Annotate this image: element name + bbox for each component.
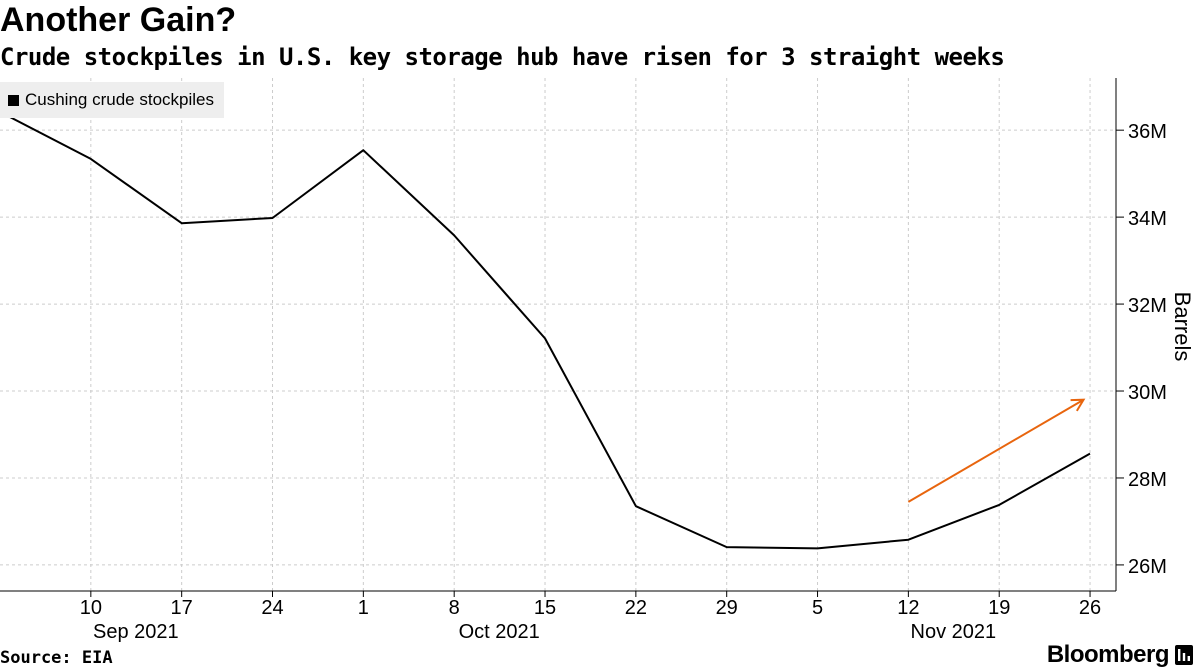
y-tick-label: 28M <box>1128 469 1167 491</box>
x-tick-label: 22 <box>625 597 647 619</box>
trend-arrow-shaft <box>907 398 1085 503</box>
y-tick-label: 34M <box>1128 208 1167 230</box>
data-point <box>89 157 93 161</box>
x-tick-label: 5 <box>812 597 823 619</box>
x-tick-label: 1 <box>358 597 369 619</box>
annotation-layer <box>907 398 1086 503</box>
x-tick-label: 8 <box>449 597 460 619</box>
chart-legend: Cushing crude stockpiles <box>0 82 224 118</box>
y-axis-title: Barrels <box>1170 292 1195 362</box>
data-point <box>1088 452 1092 456</box>
chart-title: Another Gain? <box>0 1 237 39</box>
x-tick-label: 10 <box>80 597 102 619</box>
x-month-label: Sep 2021 <box>93 621 179 643</box>
data-point <box>997 503 1001 507</box>
series-layer <box>0 111 1092 550</box>
data-point <box>543 336 547 340</box>
x-month-label: Oct 2021 <box>459 621 540 643</box>
x-tick-label: 17 <box>171 597 193 619</box>
data-point <box>361 148 365 152</box>
data-point <box>180 221 184 225</box>
legend-label: Cushing crude stockpiles <box>25 90 214 109</box>
data-point <box>452 233 456 237</box>
data-point <box>816 546 820 550</box>
trend-arrow-head <box>1070 398 1086 412</box>
brand-name: Bloomberg <box>1046 641 1170 668</box>
x-tick-label: 19 <box>988 597 1010 619</box>
grid-layer <box>0 78 1116 591</box>
y-tick-label: 26M <box>1128 556 1167 578</box>
y-tick-label: 32M <box>1128 295 1167 317</box>
y-tick-label: 36M <box>1128 121 1167 143</box>
chart-subtitle: Crude stockpiles in U.S. key storage hub… <box>0 43 1005 71</box>
x-tick-label: 15 <box>534 597 556 619</box>
x-month-label: Nov 2021 <box>911 621 997 643</box>
brand-logo: Bloomberg <box>1047 641 1193 669</box>
x-tick-label: 26 <box>1079 597 1101 619</box>
data-point <box>271 216 275 220</box>
x-tick-label: 24 <box>261 597 283 619</box>
data-point <box>634 504 638 508</box>
series-line <box>0 111 1091 550</box>
source-note: Source: EIA <box>0 648 113 668</box>
data-point <box>725 545 729 549</box>
y-tick-label: 30M <box>1128 382 1167 404</box>
terminal-icon <box>1175 645 1193 665</box>
x-tick-label: 12 <box>897 597 919 619</box>
data-point <box>906 538 910 542</box>
legend-swatch <box>8 94 19 106</box>
x-tick-label: 29 <box>716 597 738 619</box>
